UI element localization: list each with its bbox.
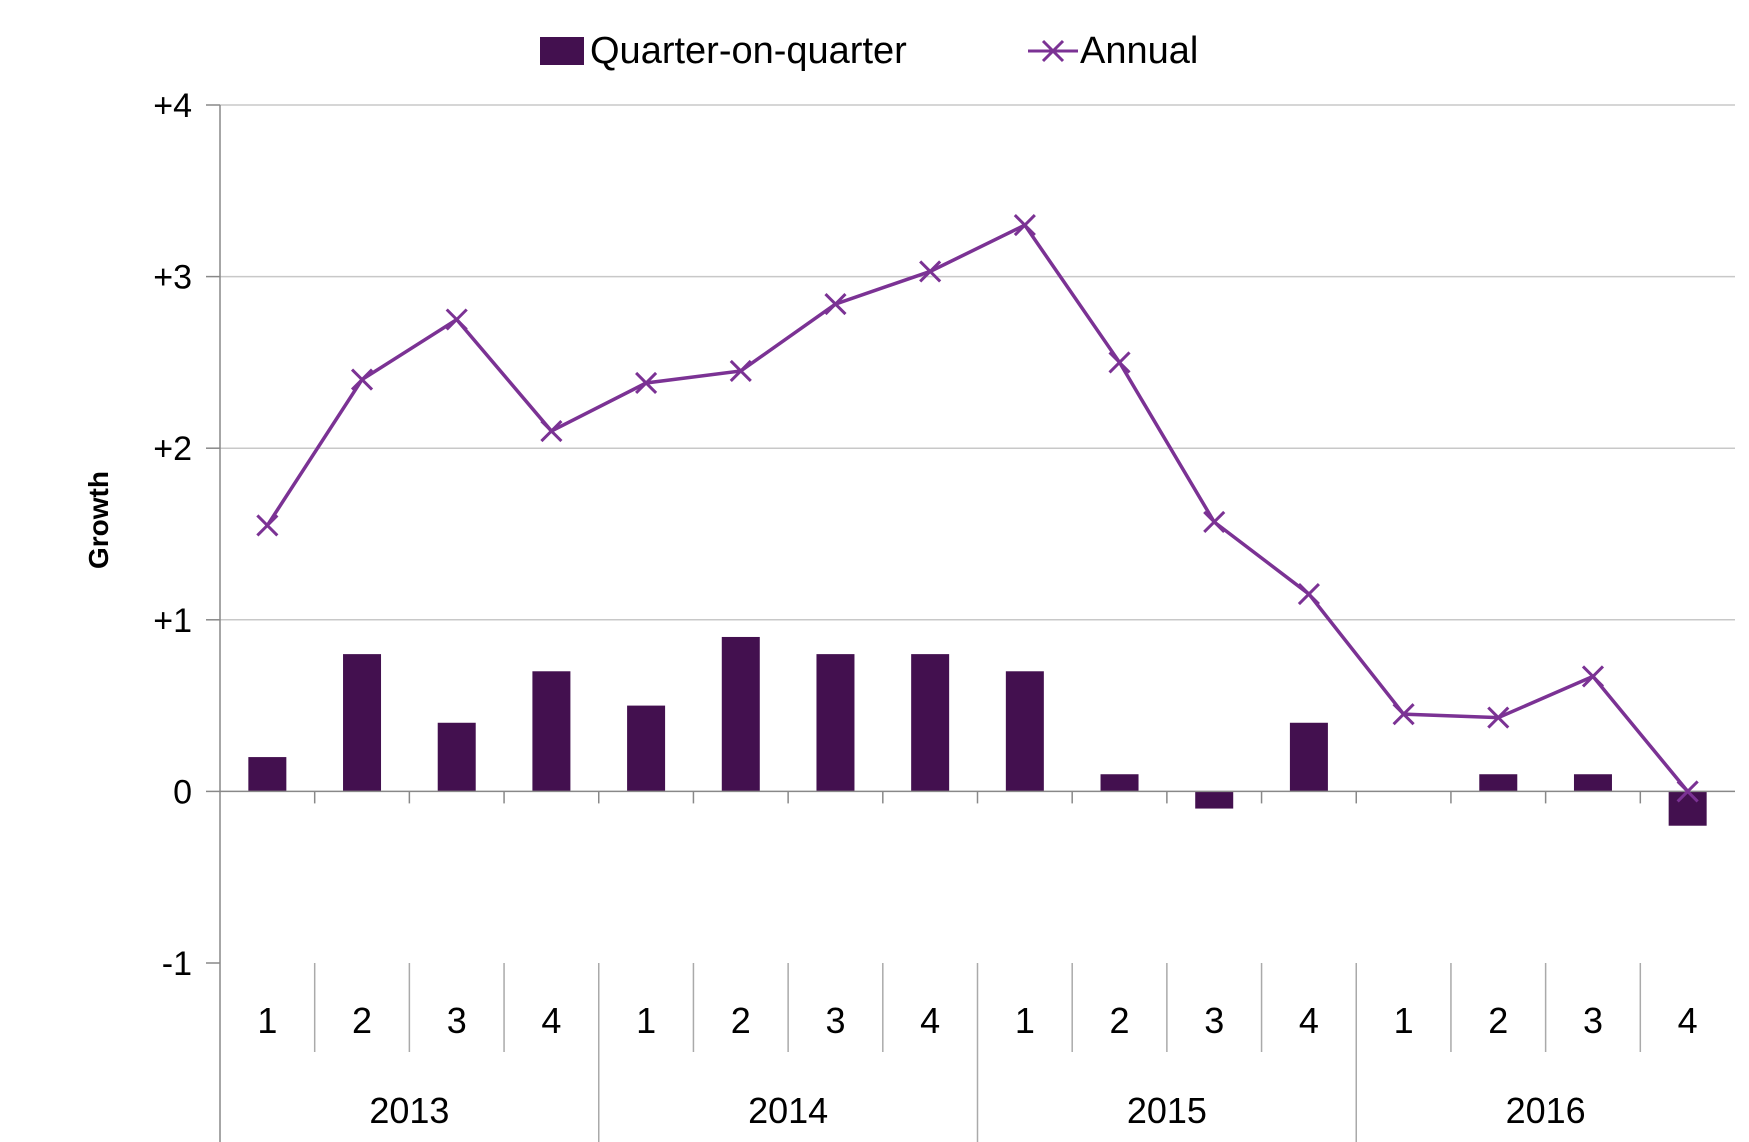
bar (248, 757, 287, 792)
bar (1479, 774, 1518, 792)
line-point-marker (824, 292, 847, 316)
x-tick-label: 1 (1015, 1000, 1035, 1041)
bar (1005, 671, 1044, 792)
x-tick-label: 1 (636, 1000, 656, 1041)
bar (437, 722, 476, 792)
marker-stroke (824, 292, 847, 316)
bar (1100, 774, 1139, 792)
marker-stroke (1041, 39, 1065, 63)
x-group-label: 2016 (1506, 1090, 1586, 1131)
x-tick-label: 4 (1299, 1000, 1319, 1041)
bar (627, 705, 666, 792)
legend-label-bar: Quarter-on-quarter (590, 30, 907, 72)
x-group-label: 2015 (1127, 1090, 1207, 1131)
line-point-marker (1297, 582, 1320, 606)
line-series (256, 214, 1699, 803)
bar (816, 654, 855, 792)
marker-stroke (729, 359, 752, 383)
marker-stroke (1203, 510, 1226, 534)
x-tick-label: 3 (825, 1000, 845, 1041)
x-group-label: 2014 (748, 1090, 828, 1131)
bar (911, 654, 950, 792)
x-tick-label: 4 (541, 1000, 561, 1041)
marker-stroke (1676, 780, 1699, 803)
line-point-marker (729, 359, 752, 383)
x-tick-label: 2 (352, 1000, 372, 1041)
line-point-marker (350, 368, 374, 391)
bar (1195, 791, 1234, 809)
line-point-marker (1013, 214, 1036, 237)
marker-stroke (350, 368, 374, 391)
marker-stroke (635, 371, 658, 395)
line-point-marker (1108, 351, 1131, 374)
x-tick-label: 4 (920, 1000, 940, 1041)
line-point-marker (1203, 510, 1226, 534)
x-tick-label: 3 (447, 1000, 467, 1041)
x-group-label: 2013 (369, 1090, 449, 1131)
line-point-marker (540, 419, 563, 443)
y-tick-label: -1 (162, 945, 192, 983)
marker-stroke (445, 308, 468, 331)
marker-stroke (1013, 214, 1036, 237)
legend-label-line: Annual (1080, 30, 1198, 72)
marker-stroke (919, 260, 942, 283)
marker-stroke (1581, 665, 1605, 688)
x-tick-label: 2 (1110, 1000, 1130, 1041)
annual-line (265, 222, 1690, 793)
y-axis-label: Growth (83, 471, 114, 569)
line-point-marker (1487, 706, 1510, 729)
x-tick-label: 4 (1678, 1000, 1698, 1041)
line-point-marker (445, 308, 468, 331)
legend-swatch-bar (540, 37, 584, 65)
x-tick-label: 3 (1583, 1000, 1603, 1041)
marker-stroke (540, 419, 563, 443)
x-tick-label: 2 (1488, 1000, 1508, 1041)
bar (532, 671, 571, 792)
line-point-marker (1392, 703, 1415, 726)
marker-stroke (1108, 351, 1131, 374)
bar-series (248, 636, 1707, 826)
gridlines (220, 104, 1735, 621)
y-tick-label: +2 (153, 430, 192, 468)
x-tick-label: 1 (1394, 1000, 1414, 1041)
axes (206, 104, 1735, 1142)
line-point-marker (1676, 780, 1699, 803)
y-tick-labels: -1 0 +1 +2 +3 +4 (153, 87, 192, 983)
y-tick-label: +4 (153, 87, 192, 125)
x-tick-label: 3 (1204, 1000, 1224, 1041)
legend: Quarter-on-quarter Annual (540, 30, 1198, 72)
marker-stroke (1392, 703, 1415, 726)
line-point-marker (1581, 665, 1605, 688)
bar (1573, 774, 1612, 792)
y-tick-label: +1 (153, 602, 192, 640)
bar (343, 654, 382, 792)
marker-stroke (256, 514, 279, 537)
x-tick-label: 2 (731, 1000, 751, 1041)
legend-marker-x (1041, 39, 1065, 63)
bar (721, 636, 760, 792)
line-point-marker (919, 260, 942, 283)
marker-stroke (1487, 706, 1510, 729)
marker-stroke (1297, 582, 1320, 606)
x-tick-label: 1 (257, 1000, 277, 1041)
y-tick-label: 0 (173, 773, 192, 811)
y-tick-label: +3 (153, 259, 192, 297)
line-point-marker (635, 371, 658, 395)
bar (1668, 791, 1707, 826)
x-tick-labels: 1 2 3 4 1 2 3 4 1 2 3 4 1 2 3 4 2013 2014 2015 2016 (257, 1000, 1697, 1131)
bar (1289, 722, 1328, 792)
line-point-marker (256, 514, 279, 537)
